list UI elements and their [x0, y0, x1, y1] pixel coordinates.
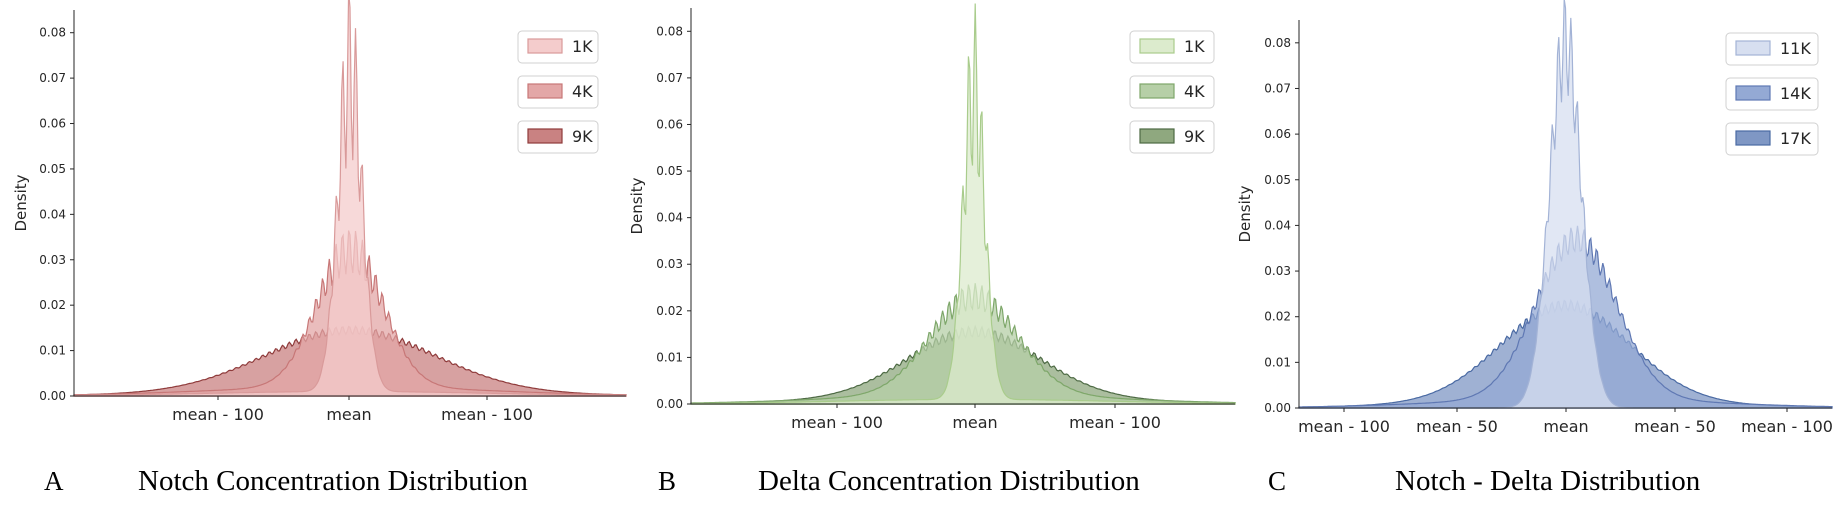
- y-tick-label: 0.01: [1264, 355, 1291, 369]
- y-tick-label: 0.07: [39, 71, 66, 85]
- density-area-1k: [690, 3, 1236, 405]
- legend-label-11k: 11K: [1780, 39, 1811, 58]
- y-tick-label: 0.02: [39, 298, 66, 312]
- y-tick-label: 0.08: [656, 24, 683, 38]
- panel-b: 0.00 0.01 0.02 0.03 0.04 0.05 0.06 0.07 0.08 mean…: [628, 3, 1236, 497]
- density-area-1k: [73, 0, 627, 397]
- y-tick-label: 0.03: [39, 253, 66, 267]
- legend-swatch-14k: [1735, 85, 1771, 101]
- panel-a: 0.00 0.01 0.02 0.03 0.04 0.05 0.06 0.07 0.08 mean…: [12, 0, 627, 497]
- y-tick-label: 0.08: [1264, 36, 1291, 50]
- y-tick-label: 0.03: [656, 257, 683, 271]
- x-tick-label: mean - 50: [1634, 417, 1716, 436]
- y-tick-label: 0.06: [656, 117, 683, 131]
- y-tick-label: 0.08: [39, 26, 66, 40]
- y-tick-label: 0.00: [1264, 401, 1291, 415]
- y-tick-label: 0.06: [1264, 127, 1291, 141]
- y-tick-label: 0.05: [39, 162, 66, 176]
- legend-label-9k: 9K: [572, 127, 593, 146]
- y-tick-label: 0.02: [656, 304, 683, 318]
- legend-swatch-11k: [1735, 40, 1771, 56]
- y-tick-label: 0.03: [1264, 264, 1291, 278]
- legend-label-4k: 4K: [572, 82, 593, 101]
- y-axis-label: Density: [628, 177, 646, 234]
- y-tick-label: 0.01: [656, 350, 683, 364]
- legend-swatch-9k: [1139, 128, 1175, 144]
- y-axis-label: Density: [1236, 185, 1254, 242]
- panel-letter: A: [44, 466, 64, 496]
- y-tick-label: 0.05: [656, 164, 683, 178]
- panel-caption: Delta Concentration Distribution: [758, 465, 1140, 497]
- y-tick-label: 0.00: [656, 397, 683, 411]
- x-tick-label: mean - 100: [791, 413, 883, 432]
- y-tick-label: 0.07: [656, 71, 683, 85]
- legend-label-1k: 1K: [572, 37, 593, 56]
- legend-swatch-17k: [1735, 130, 1771, 146]
- x-tick-label: mean - 100: [172, 405, 264, 424]
- legend-label-9k: 9K: [1184, 127, 1205, 146]
- x-tick-label: mean: [326, 405, 371, 424]
- y-tick-label: 0.06: [39, 117, 66, 131]
- y-tick-label: 0.04: [39, 207, 66, 221]
- x-tick-label: mean - 100: [1298, 417, 1390, 436]
- panel-letter: B: [658, 466, 676, 496]
- y-tick-label: 0.02: [1264, 310, 1291, 324]
- y-tick-label: 0.04: [1264, 218, 1291, 232]
- x-tick-label: mean - 50: [1416, 417, 1498, 436]
- y-tick-label: 0.00: [39, 389, 66, 403]
- legend-label-4k: 4K: [1184, 82, 1205, 101]
- y-tick-label: 0.04: [656, 211, 683, 225]
- y-axis-label: Density: [12, 174, 30, 231]
- legend-swatch-1k: [527, 38, 563, 54]
- x-tick-label: mean: [1543, 417, 1588, 436]
- y-tick-label: 0.01: [39, 344, 66, 358]
- panel-letter: C: [1268, 466, 1286, 496]
- legend-swatch-4k: [1139, 83, 1175, 99]
- x-tick-label: mean: [952, 413, 997, 432]
- panel-caption: Notch - Delta Distribution: [1395, 465, 1701, 497]
- x-tick-label: mean - 100: [1069, 413, 1161, 432]
- y-tick-label: 0.05: [1264, 173, 1291, 187]
- legend-label-17k: 17K: [1780, 129, 1811, 148]
- panel-c: 0.00 0.01 0.02 0.03 0.04 0.05 0.06 0.07 0.08 mean…: [1236, 0, 1833, 497]
- legend-label-1k: 1K: [1184, 37, 1205, 56]
- legend-swatch-9k: [527, 128, 563, 144]
- legend-label-14k: 14K: [1780, 84, 1811, 103]
- x-tick-label: mean - 100: [1741, 417, 1833, 436]
- legend-swatch-4k: [527, 83, 563, 99]
- y-tick-label: 0.07: [1264, 81, 1291, 95]
- legend-swatch-1k: [1139, 38, 1175, 54]
- x-tick-label: mean - 100: [441, 405, 533, 424]
- panel-caption: Notch Concentration Distribution: [138, 465, 528, 497]
